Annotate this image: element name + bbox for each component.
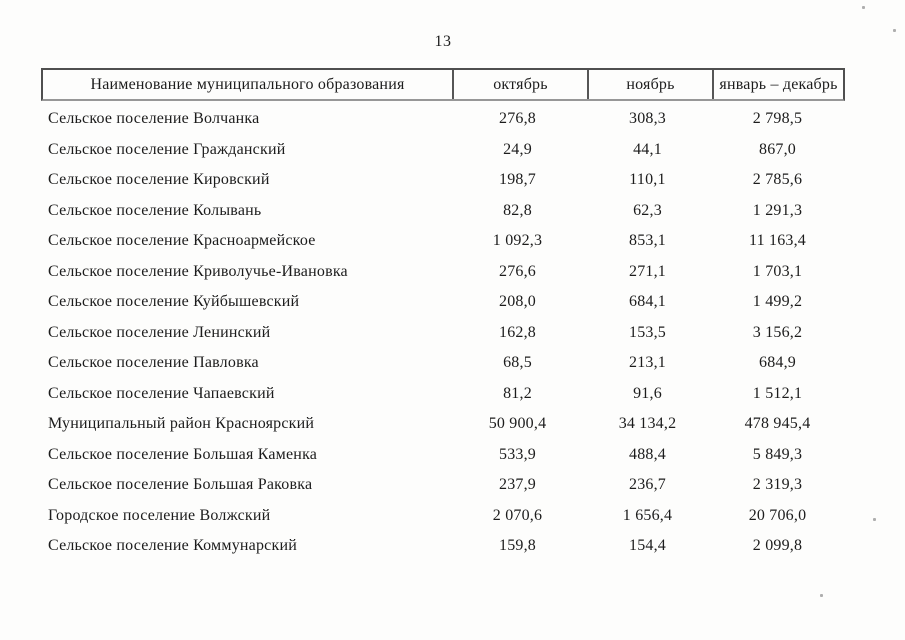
table-row: Сельское поселение Красноармейское 1 092…: [41, 226, 845, 257]
november-value: 34 134,2: [618, 415, 677, 433]
table-row: Муниципальный район Красноярский 50 900,…: [41, 409, 845, 440]
january-december-value: 867,0: [759, 140, 796, 158]
october-value: 50 900,4: [488, 415, 547, 433]
october-value: 198,7: [499, 171, 536, 189]
table-row: Сельское поселение Большая Каменка 533,9…: [41, 440, 845, 471]
january-december-value: 11 163,4: [748, 232, 806, 250]
november-value: 684,1: [629, 293, 666, 311]
municipality-name: Сельское поселение Гражданский: [48, 140, 286, 158]
october-value: 68,5: [503, 354, 532, 372]
october-value: 2 070,6: [492, 506, 543, 524]
table-row: Сельское поселение Ленинский 162,8 153,5…: [41, 318, 845, 349]
municipality-name: Муниципальный район Красноярский: [48, 415, 315, 433]
column-header-january-december: январь – декабрь: [712, 70, 843, 99]
municipality-name: Сельское поселение Большая Каменка: [48, 445, 318, 463]
october-value: 208,0: [499, 293, 536, 311]
november-value: 154,4: [629, 537, 666, 555]
table-row: Сельское поселение Кировский 198,7 110,1…: [41, 165, 845, 196]
municipality-name: Сельское поселение Куйбышевский: [48, 293, 300, 311]
november-value: 153,5: [629, 323, 666, 341]
november-value: 62,3: [633, 201, 662, 219]
october-value: 82,8: [503, 201, 532, 219]
october-value: 81,2: [503, 384, 532, 402]
table-row: Сельское поселение Большая Раковка 237,9…: [41, 470, 845, 501]
municipality-name: Городское поселение Волжский: [48, 506, 271, 524]
november-value: 853,1: [629, 232, 666, 250]
january-december-value: 5 849,3: [752, 445, 803, 463]
table-row: Сельское поселение Криволучье-Ивановка 2…: [41, 257, 845, 288]
scan-speckle: [873, 518, 876, 521]
municipality-name: Сельское поселение Кировский: [48, 171, 270, 189]
table-row: Сельское поселение Павловка 68,5 213,1 6…: [41, 348, 845, 379]
october-value: 1 092,3: [492, 232, 543, 250]
january-december-value: 684,9: [759, 354, 796, 372]
table-row: Сельское поселение Чапаевский 81,2 91,6 …: [41, 379, 845, 410]
october-value: 276,6: [499, 262, 536, 280]
column-header-october: октябрь: [452, 70, 587, 99]
january-december-value: 478 945,4: [744, 415, 811, 433]
table-row: Сельское поселение Коммунарский 159,8 15…: [41, 531, 845, 562]
november-value: 213,1: [629, 354, 666, 372]
page-number: 13: [434, 33, 452, 50]
november-value: 271,1: [629, 262, 666, 280]
january-december-value: 2 798,5: [752, 110, 803, 128]
january-december-value: 1 499,2: [752, 293, 803, 311]
municipality-name: Сельское поселение Павловка: [48, 354, 259, 372]
november-value: 488,4: [629, 445, 666, 463]
municipality-name: Сельское поселение Колывань: [48, 201, 262, 219]
january-december-value: 1 291,3: [752, 201, 803, 219]
november-value: 236,7: [629, 476, 666, 494]
january-december-value: 2 319,3: [752, 476, 803, 494]
october-value: 24,9: [503, 140, 532, 158]
january-december-value: 1 512,1: [752, 384, 803, 402]
scan-speckle: [862, 6, 865, 9]
october-value: 276,8: [499, 110, 536, 128]
table-row: Сельское поселение Куйбышевский 208,0 68…: [41, 287, 845, 318]
table-row: Городское поселение Волжский 2 070,6 1 6…: [41, 501, 845, 532]
table-row: Сельское поселение Гражданский 24,9 44,1…: [41, 135, 845, 166]
january-december-value: 1 703,1: [752, 262, 803, 280]
january-december-value: 3 156,2: [752, 323, 803, 341]
municipality-name: Сельское поселение Большая Раковка: [48, 476, 313, 494]
table-body: Сельское поселение Волчанка 276,8 308,3 …: [41, 101, 845, 562]
november-value: 308,3: [629, 110, 666, 128]
scan-speckle: [820, 594, 823, 597]
column-header-municipality: Наименование муниципального образования: [90, 75, 405, 93]
municipality-name: Сельское поселение Ленинский: [48, 323, 271, 341]
table-row: Сельское поселение Волчанка 276,8 308,3 …: [41, 104, 845, 135]
municipality-name: Сельское поселение Чапаевский: [48, 384, 275, 402]
october-value: 162,8: [499, 323, 536, 341]
october-value: 533,9: [499, 445, 536, 463]
column-header-november: ноябрь: [587, 70, 712, 99]
october-value: 237,9: [499, 476, 536, 494]
november-value: 44,1: [633, 140, 662, 158]
table-row: Сельское поселение Колывань 82,8 62,3 1 …: [41, 196, 845, 227]
municipality-name: Сельское поселение Коммунарский: [48, 537, 297, 555]
january-december-value: 2 099,8: [752, 537, 803, 555]
municipality-name: Сельское поселение Волчанка: [48, 110, 260, 128]
january-december-value: 20 706,0: [748, 506, 807, 524]
table-header-row: Наименование муниципального образования …: [41, 68, 845, 101]
november-value: 110,1: [629, 171, 666, 189]
october-value: 159,8: [499, 537, 536, 555]
municipalities-table: Наименование муниципального образования …: [41, 68, 845, 562]
november-value: 1 656,4: [622, 506, 673, 524]
november-value: 91,6: [633, 384, 662, 402]
scan-speckle: [893, 29, 896, 32]
municipality-name: Сельское поселение Красноармейское: [48, 232, 316, 250]
municipality-name: Сельское поселение Криволучье-Ивановка: [48, 262, 348, 280]
january-december-value: 2 785,6: [752, 171, 803, 189]
